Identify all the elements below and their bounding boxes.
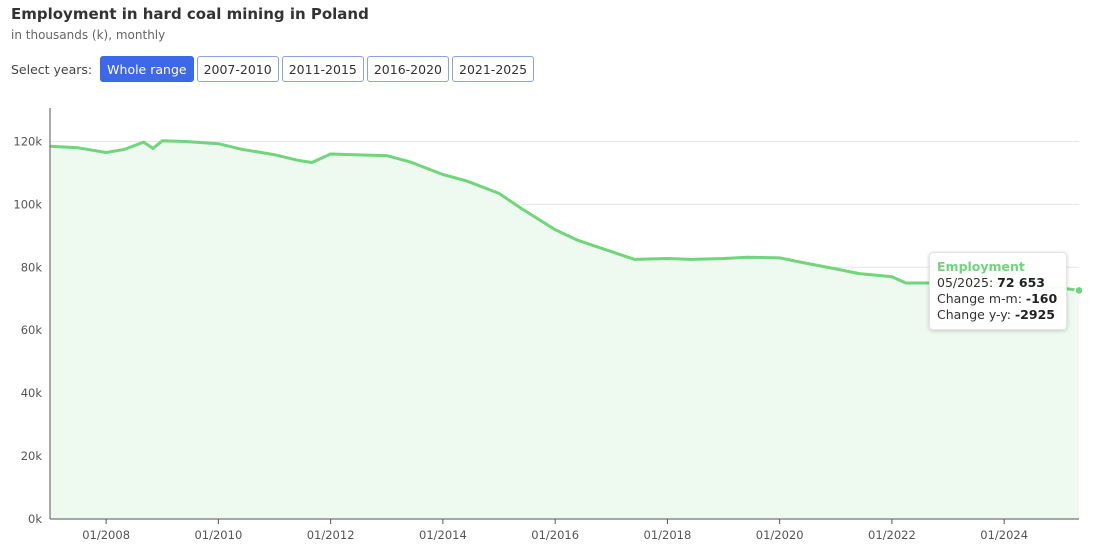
range-2021-2025-button[interactable]: 2021-2025 <box>452 56 535 82</box>
x-tick-label: 01/2016 <box>531 528 579 542</box>
tooltip-change-mm-label: Change m-m <box>937 291 1018 306</box>
range-2016-2020-button[interactable]: 2016-2020 <box>366 56 449 82</box>
chart-title: Employment in hard coal mining in Poland <box>11 5 369 23</box>
x-tick-label: 01/2018 <box>644 528 692 542</box>
tooltip-change-yy-label: Change y-y <box>937 307 1007 322</box>
x-tick-label: 01/2014 <box>419 528 467 542</box>
tooltip-series-name: Employment <box>937 259 1025 274</box>
tooltip-value-row: 05/2025: 72 653 <box>937 275 1045 290</box>
x-tick-label: 01/2008 <box>82 528 130 542</box>
x-tick-label: 01/2022 <box>868 528 916 542</box>
x-tick-label: 01/2024 <box>980 528 1028 542</box>
y-tick-label: 100k <box>13 197 42 211</box>
hover-point-marker <box>1074 285 1084 296</box>
tooltip-change-mm: -160 <box>1025 291 1058 306</box>
chart-subtitle: in thousands (k), monthly <box>11 28 166 42</box>
select-years-label: Select years: <box>11 61 93 77</box>
year-range-selector: Select years: Whole range 2007-2010 2011… <box>11 56 535 82</box>
tooltip-change-mm-row: Change m-m: -160 <box>937 291 1058 306</box>
y-tick-label: 60k <box>21 323 43 337</box>
y-tick-label: 20k <box>21 449 43 463</box>
y-tick-label: 80k <box>21 260 43 274</box>
tooltip-change-yy: -2925 <box>1014 307 1055 322</box>
x-tick-label: 01/2012 <box>307 528 355 542</box>
y-tick-label: 120k <box>13 134 42 148</box>
range-2011-2015-button[interactable]: 2011-2015 <box>281 56 364 82</box>
tooltip-date: 05/2025 <box>937 275 989 290</box>
whole-range-button[interactable]: Whole range <box>100 56 194 82</box>
y-tick-label: 0k <box>28 512 42 526</box>
x-tick-label: 01/2020 <box>756 528 804 542</box>
x-tick-label: 01/2010 <box>194 528 242 542</box>
series-area-employment <box>50 140 1079 520</box>
series-line-employment <box>49 139 1080 292</box>
tooltip-change-yy-row: Change y-y: -2925 <box>937 307 1055 322</box>
range-2007-2010-button[interactable]: 2007-2010 <box>196 56 279 82</box>
tooltip-value: 72 653 <box>997 275 1045 290</box>
y-tick-label: 40k <box>21 386 43 400</box>
data-tooltip: Employment 05/2025: 72 653 Change m-m: -… <box>929 252 1067 330</box>
